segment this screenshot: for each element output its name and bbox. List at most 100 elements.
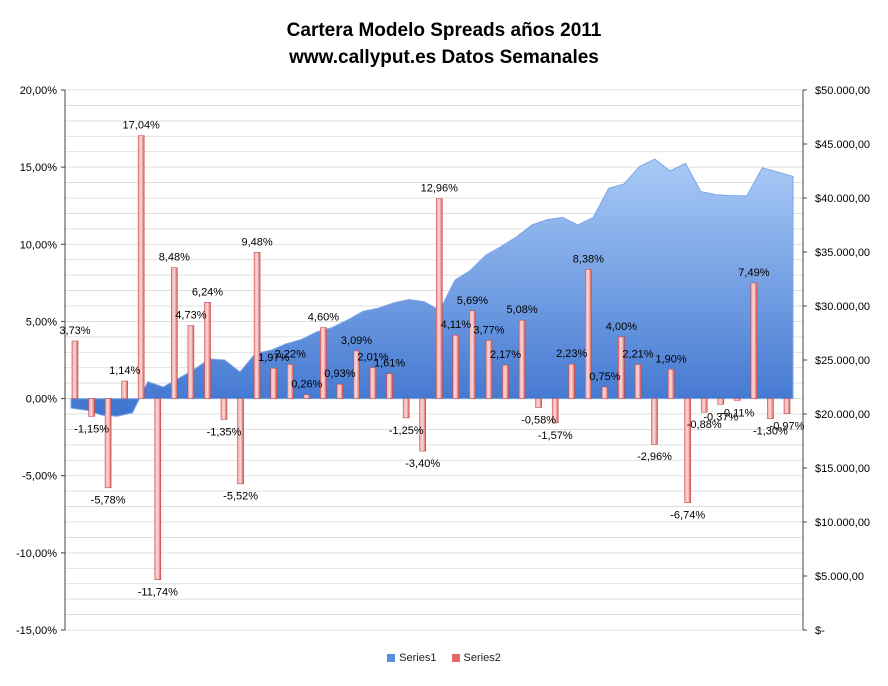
y-tick-label-right: $15.000,00 bbox=[815, 463, 870, 475]
bar-series2 bbox=[237, 398, 244, 485]
data-label: 0,93% bbox=[324, 368, 355, 380]
data-label: -1,57% bbox=[538, 430, 573, 442]
bar-series2 bbox=[154, 398, 162, 581]
data-label: 4,60% bbox=[308, 312, 339, 324]
data-label: 1,61% bbox=[374, 358, 405, 370]
data-label: -0,37% bbox=[703, 411, 738, 423]
data-label: 2,01% bbox=[357, 352, 388, 364]
bar-series2 bbox=[733, 398, 741, 401]
y-tick-label-left: 15,00% bbox=[20, 162, 58, 174]
y-tick-label-left: -10,00% bbox=[16, 548, 57, 560]
y-tick-label-right: $- bbox=[815, 625, 825, 637]
data-label: 0,75% bbox=[589, 371, 620, 383]
legend-swatch-series2 bbox=[451, 654, 460, 662]
bar-series2 bbox=[71, 340, 79, 399]
data-label: -1,30% bbox=[753, 426, 788, 438]
bar-series2 bbox=[767, 398, 774, 420]
bar-series2 bbox=[551, 398, 559, 424]
legend: Series1 Series2 bbox=[0, 652, 888, 664]
data-label: 8,38% bbox=[573, 253, 604, 265]
bar-series2 bbox=[353, 350, 360, 399]
data-label: 9,48% bbox=[241, 236, 272, 248]
legend-label-series1: Series1 bbox=[399, 652, 437, 664]
data-label: -5,78% bbox=[91, 495, 126, 507]
data-label: 2,17% bbox=[490, 349, 521, 361]
bar-series2 bbox=[684, 398, 692, 503]
y-tick-label-right: $35.000,00 bbox=[815, 247, 870, 259]
legend-swatch-series1 bbox=[387, 654, 396, 662]
bar-series2 bbox=[187, 325, 195, 399]
y-tick-label-right: $40.000,00 bbox=[815, 193, 870, 205]
bar-series2 bbox=[253, 252, 261, 399]
data-label: 4,73% bbox=[175, 310, 206, 322]
data-label: -0,88% bbox=[687, 419, 722, 431]
bar-series2 bbox=[270, 367, 278, 399]
y-tick-label-right: $25.000,00 bbox=[815, 355, 870, 367]
y-tick-label-right: $10.000,00 bbox=[815, 517, 870, 529]
data-label: 2,21% bbox=[622, 349, 653, 361]
bar-series2 bbox=[667, 368, 675, 399]
y-tick-label-left: -15,00% bbox=[16, 625, 57, 637]
y-tick-label-left: 10,00% bbox=[20, 239, 58, 251]
bar-series2 bbox=[419, 398, 427, 452]
bar-series2 bbox=[435, 198, 443, 399]
bar-series2 bbox=[651, 398, 658, 445]
chart-subtitle: www.callyput.es Datos Semanales bbox=[289, 47, 599, 68]
bar-series2 bbox=[783, 398, 791, 414]
legend-label-series2: Series2 bbox=[463, 652, 501, 664]
data-label: -3,40% bbox=[405, 458, 440, 470]
data-label: 1,97% bbox=[258, 352, 289, 364]
bar-series2 bbox=[303, 394, 311, 399]
area-series1 bbox=[70, 158, 794, 417]
data-label: 4,00% bbox=[606, 321, 637, 333]
y-tick-label-right: $5.000,00 bbox=[815, 571, 864, 583]
y-tick-label-right: $50.000,00 bbox=[815, 85, 870, 97]
data-label: -6,74% bbox=[670, 510, 705, 522]
data-label: 1,14% bbox=[109, 365, 140, 377]
data-label: 5,69% bbox=[457, 295, 488, 307]
bar-series2 bbox=[121, 380, 128, 399]
data-label: -1,35% bbox=[207, 426, 242, 438]
bar-series2 bbox=[535, 398, 542, 408]
y-tick-label-right: $30.000,00 bbox=[815, 301, 870, 313]
data-label: 17,04% bbox=[123, 120, 161, 132]
bar-series2 bbox=[750, 282, 758, 399]
data-label: -1,15% bbox=[74, 423, 109, 435]
bar-series2 bbox=[320, 327, 327, 399]
data-label: -0,58% bbox=[521, 415, 556, 427]
bar-series2 bbox=[717, 398, 725, 405]
data-label: 8,48% bbox=[159, 252, 190, 264]
data-label: -5,52% bbox=[223, 491, 258, 503]
data-label: 2,23% bbox=[556, 348, 587, 360]
data-label: 3,77% bbox=[473, 324, 504, 336]
bar-series2 bbox=[88, 398, 95, 417]
bar-series2 bbox=[137, 135, 145, 399]
bar-series2 bbox=[502, 364, 509, 399]
bar-series2 bbox=[286, 363, 294, 399]
bar-series2 bbox=[369, 367, 377, 399]
bar-series2 bbox=[568, 363, 576, 399]
legend-item-series1: Series1 bbox=[387, 652, 436, 664]
bar-series2 bbox=[452, 334, 460, 399]
y-tick-label-right: $20.000,00 bbox=[815, 409, 870, 421]
y-tick-label-left: 0,00% bbox=[26, 394, 57, 406]
chart-title: Cartera Modelo Spreads años 2011 bbox=[286, 20, 602, 41]
bar-series2 bbox=[601, 386, 609, 399]
data-label: 4,11% bbox=[441, 319, 472, 331]
bar-series2 bbox=[386, 373, 393, 399]
data-label: 2,22% bbox=[275, 348, 306, 360]
data-label: 0,26% bbox=[291, 379, 322, 391]
y-tick-label-left: 5,00% bbox=[26, 316, 57, 328]
data-label: -2,96% bbox=[637, 451, 672, 463]
bar-series2 bbox=[204, 301, 211, 399]
bar-series2 bbox=[634, 364, 642, 399]
data-label: -1,25% bbox=[389, 425, 424, 437]
bar-series2 bbox=[700, 398, 708, 413]
y-tick-label-left: 20,00% bbox=[20, 85, 58, 97]
data-label: 12,96% bbox=[421, 183, 459, 195]
data-label: 5,08% bbox=[506, 304, 537, 316]
data-label: 3,73% bbox=[59, 325, 90, 337]
bar-series2 bbox=[402, 398, 410, 419]
bar-series2 bbox=[584, 268, 592, 399]
